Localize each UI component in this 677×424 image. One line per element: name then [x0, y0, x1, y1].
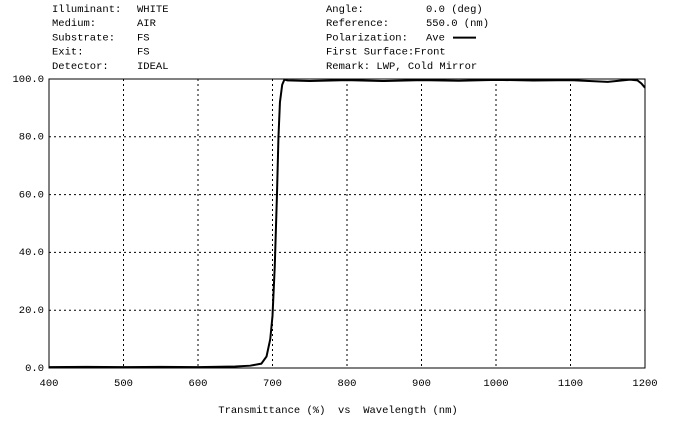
header-value: FS — [137, 47, 150, 59]
header-label: Substrate: — [52, 32, 115, 44]
header-value: AIR — [137, 18, 157, 30]
y-tick-label: 80.0 — [19, 132, 44, 144]
y-tick-label: 0.0 — [25, 363, 44, 375]
legend-label: Polarization: — [326, 32, 408, 44]
header-text: Remark: LWP, Cold Mirror — [326, 61, 477, 73]
header-value: FS — [137, 32, 150, 44]
y-tick-label: 20.0 — [19, 305, 44, 317]
header-label: Medium: — [52, 18, 96, 30]
header-text: First Surface:Front — [326, 47, 446, 59]
header-label: Angle: — [326, 4, 364, 16]
data-line — [48, 78, 646, 369]
y-tick-label: 40.0 — [19, 247, 44, 259]
header-value: WHITE — [137, 4, 169, 16]
x-tick-label: 1100 — [558, 378, 583, 390]
x-tick-label: 700 — [263, 378, 282, 390]
x-tick-label: 500 — [114, 378, 133, 390]
x-tick-label: 1200 — [632, 378, 657, 390]
header-label: Detector: — [52, 61, 109, 73]
header-label: Illuminant: — [52, 4, 121, 16]
x-tick-label: 600 — [189, 378, 208, 390]
legend-entry: Ave — [426, 32, 445, 44]
x-tick-label: 800 — [338, 378, 357, 390]
plot-frame — [48, 78, 646, 369]
x-axis-label: Transmittance (%) vs Wavelength (nm) — [218, 405, 457, 417]
header-value: 0.0 (deg) — [426, 4, 483, 16]
header-label: Exit: — [52, 47, 84, 59]
x-tick-label: 400 — [40, 378, 59, 390]
y-tick-label: 60.0 — [19, 189, 44, 201]
header-label: Reference: — [326, 18, 389, 30]
y-tick-label: 100.0 — [12, 74, 44, 86]
header-value: IDEAL — [137, 61, 169, 73]
header-value: 550.0 (nm) — [426, 18, 489, 30]
x-tick-label: 900 — [412, 378, 431, 390]
x-tick-label: 1000 — [483, 378, 508, 390]
